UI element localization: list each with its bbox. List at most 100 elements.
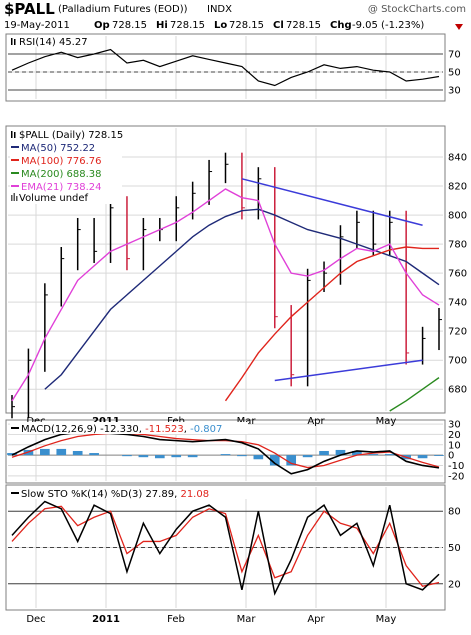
axis-labels: 305070680700720740760780800820840DecDec2… [26,50,467,626]
rsi-tick-label: 70 [448,50,461,61]
rsi-tick-label: 30 [448,86,461,97]
watermark: @ StockCharts.com [368,4,466,15]
macd-legend-prefix: MACD(12,26,9) [21,424,97,435]
macd-histogram-bar [7,453,17,456]
price-month-label: Dec [26,416,45,427]
price-legend-bg [10,128,122,204]
down-arrow-icon [455,24,463,30]
price-panel [5,125,446,414]
exchange-label: INDX [207,4,232,15]
macd-legend: MACD(12,26,9) -12.330, -11.523, -0.807 [21,424,222,435]
macd-histogram-bar [352,450,362,456]
sto-legend-bg [10,487,256,499]
macd-tick-label: 20 [448,430,461,441]
macd-histogram-bar [56,448,67,456]
sto-k-legend-value: 27.89 [145,489,174,500]
close-label: Cl [273,20,284,31]
ticker-symbol: $PALL [4,0,55,18]
macd-histogram-bar [237,455,247,457]
price-tick-label: 800 [448,211,467,222]
price-tick-label: 740 [448,298,467,309]
sto-k-line [11,500,440,596]
ema21-line [11,188,440,402]
macd-histogram-bar [138,455,149,458]
sto-d-line [11,505,440,587]
macd-histogram-bar [220,454,231,456]
macd-histogram-bar [434,455,444,456]
macd-tick-label: -20 [448,471,464,482]
price-month-label: May [376,416,397,427]
rsi-panel [5,33,446,102]
sto-month-label: May [376,614,397,625]
macd-legend-bg [10,422,248,434]
sto-month-label: 2011 [92,614,120,625]
rsi-legend-bg [10,36,98,47]
macd-histogram-bar [187,455,198,458]
price-month-label: 2011 [92,416,120,427]
macd-histogram-bar [171,455,182,458]
sto-legend: Slow STO %K(14) %D(3) 27.89, 21.08 [21,489,209,500]
macd-histogram-bar [154,455,165,459]
sto-d-legend-value: 21.08 [180,489,209,500]
close-value: 728.15 [286,20,321,31]
low-value: 728.15 [229,20,264,31]
macd-histogram-bar [269,455,280,466]
macd-tick-label: -10 [448,461,464,472]
macd-histogram-bar [417,455,428,459]
triangle-trendline [241,178,423,226]
plot-series [7,48,444,596]
price-tick-label: 720 [448,327,467,338]
sto-month-label: Mar [237,614,257,625]
macd-tick-label: 30 [448,420,461,431]
price-month-label: Feb [167,416,185,427]
price-tick-label: 820 [448,182,467,193]
ma200-legend: MA(200) 688.38 [21,169,102,180]
histogram-legend-value: -0.807 [190,424,222,435]
sto-tick-label: 80 [448,507,461,518]
macd-histogram-bar [302,455,313,458]
volume-legend: Volume undef [19,193,89,204]
stochastic-panel [5,484,446,611]
rsi-legend-icon [11,38,16,45]
macd-tick-label: 0 [448,451,454,462]
ma50-line [44,208,440,390]
price-legend: $PALL (Daily) 728.15 [19,130,123,141]
low-label: Lo [214,20,227,31]
price-month-label: Mar [237,416,257,427]
macd-legend-value: -12.330 [100,424,139,435]
macd-histogram-bar [319,450,329,456]
sto-month-label: Dec [26,614,45,625]
macd-histogram-bar [384,454,395,456]
sto-legend-prefix: Slow STO %K(14) %D(3) [21,489,142,500]
sto-tick-label: 20 [448,579,461,590]
macd-histogram-bar [253,455,264,460]
macd-histogram-bar [335,449,346,456]
macd-histogram-bar [89,453,99,456]
change-label: Chg [330,20,352,31]
price-bars-legend-icon [11,131,16,138]
triangle-trendline [274,359,423,382]
change-value: -9.05 (-1.23%) [352,20,424,31]
high-label: Hi [156,20,168,31]
sto-tick-label: 50 [448,543,461,554]
macd-signal-line [11,432,440,469]
price-tick-label: 780 [448,240,467,251]
price-tick-label: 760 [448,269,467,280]
ma200-line [389,377,440,412]
open-label: Op [94,20,110,31]
price-tick-label: 700 [448,356,467,367]
rsi-legend: RSI(14) 45.27 [19,37,88,48]
volume-legend-icon [11,193,18,201]
macd-histogram-bar [72,450,83,456]
macd-histogram-bar [286,455,297,466]
signal-legend-value: -11.523 [145,424,184,435]
sto-month-label: Feb [167,614,185,625]
macd-histogram-bar [40,448,50,456]
sto-month-label: Apr [307,614,325,625]
rsi-line [11,48,440,87]
rsi-tick-label: 50 [448,68,461,79]
high-value: 728.15 [170,20,205,31]
ma50-legend: MA(50) 752.22 [21,143,95,154]
open-value: 728.15 [112,20,147,31]
